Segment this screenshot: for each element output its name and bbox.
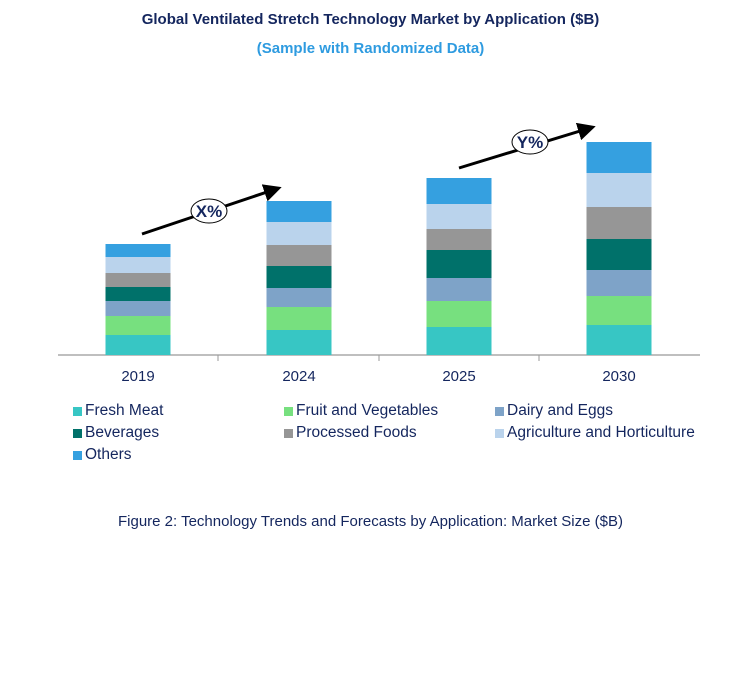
bar-segment-dairy-and-eggs-2025: [426, 278, 492, 301]
bar-segment-others-2024: [266, 201, 332, 222]
x-tick-label: 2025: [442, 368, 475, 385]
legend-label: Processed Foods: [296, 424, 417, 441]
bar-segment-processed-foods-2025: [426, 229, 492, 250]
bar-segment-processed-foods-2019: [105, 273, 171, 287]
legend-swatch: [73, 406, 82, 416]
cagr-ellipse: [511, 129, 549, 155]
x-tick-label: 2019: [121, 368, 154, 385]
cagr-label: X%: [196, 202, 222, 221]
legend-swatch: [495, 406, 504, 416]
bar-segment-agriculture-and-horticulture-2024: [266, 222, 332, 245]
bar-segment-processed-foods-2030: [586, 207, 652, 239]
bar-segment-others-2030: [586, 142, 652, 173]
figure-caption: Figure 2: Technology Trends and Forecast…: [118, 513, 623, 530]
legend-item: Beverages: [73, 424, 159, 442]
cagr-ellipse: [190, 198, 228, 224]
chart-subtitle: (Sample with Randomized Data): [256, 40, 485, 57]
legend-label: Others: [85, 446, 132, 463]
bar-segment-dairy-and-eggs-2019: [105, 301, 171, 316]
legend-swatch: [284, 406, 293, 416]
legend-item: Dairy and Eggs: [495, 402, 613, 420]
bar-segment-fresh-meat-2019: [105, 335, 171, 355]
bar-segment-beverages-2025: [426, 250, 492, 278]
legend-label: Agriculture and Horticulture: [507, 424, 695, 441]
legend-label: Fruit and Vegetables: [296, 402, 439, 419]
bar-segment-agriculture-and-horticulture-2019: [105, 257, 171, 273]
bar-segment-others-2025: [426, 178, 492, 204]
bar-segment-fresh-meat-2030: [586, 325, 652, 355]
bar-segment-fruit-and-vegetables-2019: [105, 316, 171, 335]
legend-swatch: [495, 428, 504, 438]
chart-title: Global Ventilated Stretch Technology Mar…: [141, 11, 600, 28]
bar-segment-beverages-2030: [586, 239, 652, 270]
bar-segment-agriculture-and-horticulture-2030: [586, 173, 652, 207]
bar-segment-others-2019: [105, 244, 171, 257]
bar-segment-fruit-and-vegetables-2025: [426, 301, 492, 327]
bar-segment-agriculture-and-horticulture-2025: [426, 204, 492, 229]
bar-segment-fruit-and-vegetables-2024: [266, 307, 332, 330]
bar-segment-beverages-2024: [266, 266, 332, 288]
legend-item: Agriculture and Horticulture: [495, 424, 695, 442]
legend-label: Dairy and Eggs: [507, 402, 613, 419]
legend-label: Fresh Meat: [85, 402, 164, 419]
bar-segment-beverages-2019: [105, 287, 171, 301]
legend-swatch: [284, 428, 293, 438]
bar-segment-dairy-and-eggs-2030: [586, 270, 652, 296]
stacked-bar-chart: 2019 2024 2025 2030 X% Y%: [58, 122, 700, 385]
bar-segment-processed-foods-2024: [266, 245, 332, 266]
x-tick-label: 2030: [602, 368, 635, 385]
legend-item: Fruit and Vegetables: [284, 402, 438, 420]
legend-swatch: [73, 428, 82, 438]
legend-item: Fresh Meat: [73, 402, 163, 420]
bar-segment-fruit-and-vegetables-2030: [586, 296, 652, 325]
legend-item: Others: [73, 446, 132, 464]
cagr-label: Y%: [517, 133, 543, 152]
x-tick-label: 2024: [282, 368, 315, 385]
legend-label: Beverages: [85, 424, 160, 441]
bar-segment-fresh-meat-2025: [426, 327, 492, 355]
legend-swatch: [73, 450, 82, 460]
bar-segment-fresh-meat-2024: [266, 330, 332, 355]
bar-segment-dairy-and-eggs-2024: [266, 288, 332, 307]
legend-item: Processed Foods: [284, 424, 417, 442]
